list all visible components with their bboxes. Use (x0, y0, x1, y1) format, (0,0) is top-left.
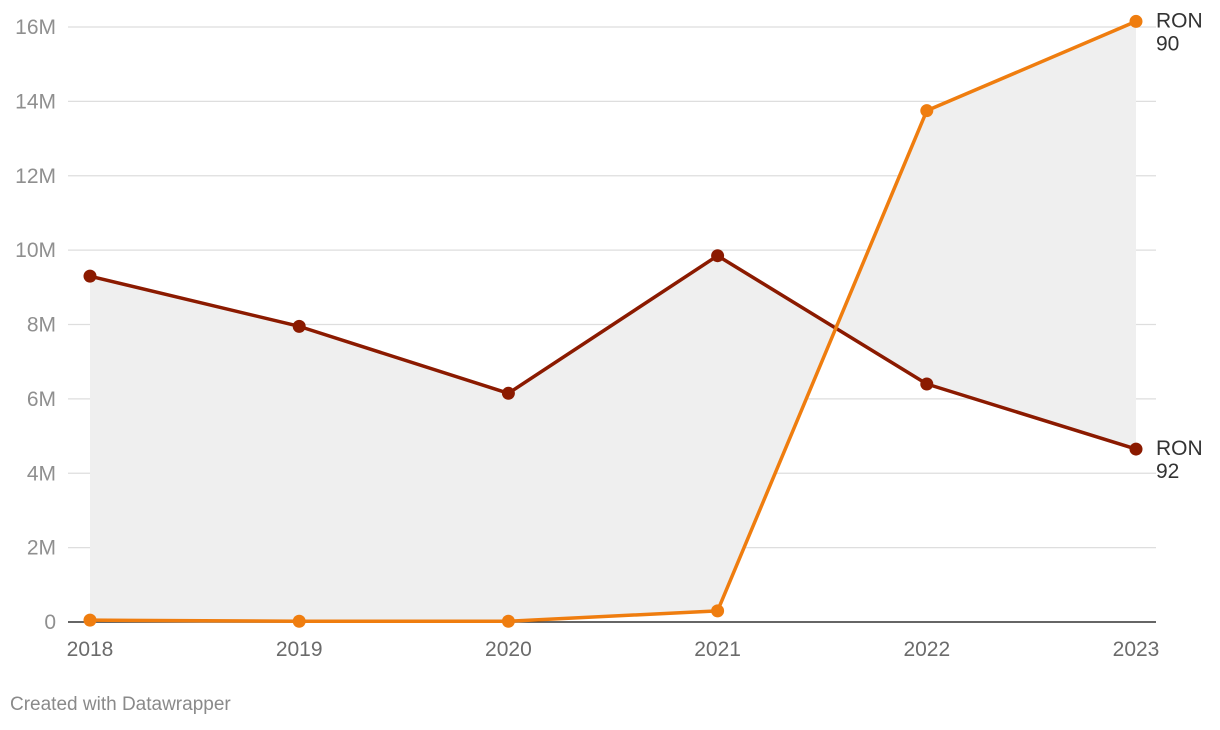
x-tick-label: 2018 (67, 638, 114, 661)
y-tick-label: 16M (15, 16, 56, 39)
series-line-ron-90 (88, 19, 1138, 624)
footer-credit: Created with Datawrapper (10, 694, 231, 715)
series-labels: RON 92 RON 90 (1156, 9, 1203, 483)
x-tick-label: 2020 (485, 638, 532, 661)
x-tick-label: 2022 (903, 638, 950, 661)
data-point-ron-90 (711, 604, 725, 618)
data-point-ron-90 (501, 614, 515, 628)
area-fill (90, 21, 1136, 622)
data-point-ron-92 (501, 386, 515, 400)
y-tick-label: 12M (15, 165, 56, 188)
data-point-ron-90 (292, 614, 306, 628)
y-tick-label: 14M (15, 90, 56, 113)
series-label-ron-90: RON 90 (1156, 9, 1203, 55)
data-point-ron-92 (292, 319, 306, 333)
y-tick-label: 6M (27, 388, 56, 411)
series-label-ron-92: RON 92 (1156, 437, 1203, 483)
series-line-ron-92 (88, 253, 1138, 451)
series-points (83, 14, 1143, 628)
data-point-ron-92 (711, 249, 725, 263)
x-tick-label: 2023 (1113, 638, 1160, 661)
x-tick-label: 2019 (276, 638, 323, 661)
data-point-ron-92 (1129, 442, 1143, 456)
series-lines (88, 19, 1138, 624)
y-tick-label: 8M (27, 314, 56, 337)
y-tick-label: 4M (27, 462, 56, 485)
data-point-ron-90 (920, 104, 934, 118)
y-tick-label: 10M (15, 239, 56, 262)
data-point-ron-92 (83, 269, 97, 283)
data-point-ron-92 (920, 377, 934, 391)
y-tick-label: 2M (27, 537, 56, 560)
data-point-ron-90 (1129, 14, 1143, 28)
area-between-series (90, 21, 1136, 622)
data-point-ron-90 (83, 613, 97, 627)
x-tick-label: 2021 (694, 638, 741, 661)
y-tick-label: 0 (44, 611, 56, 634)
line-chart: 0 2M 4M 6M 8M 10M 12M 14M 16M 2018 2019 2020 2021 202… (15, 9, 1203, 661)
